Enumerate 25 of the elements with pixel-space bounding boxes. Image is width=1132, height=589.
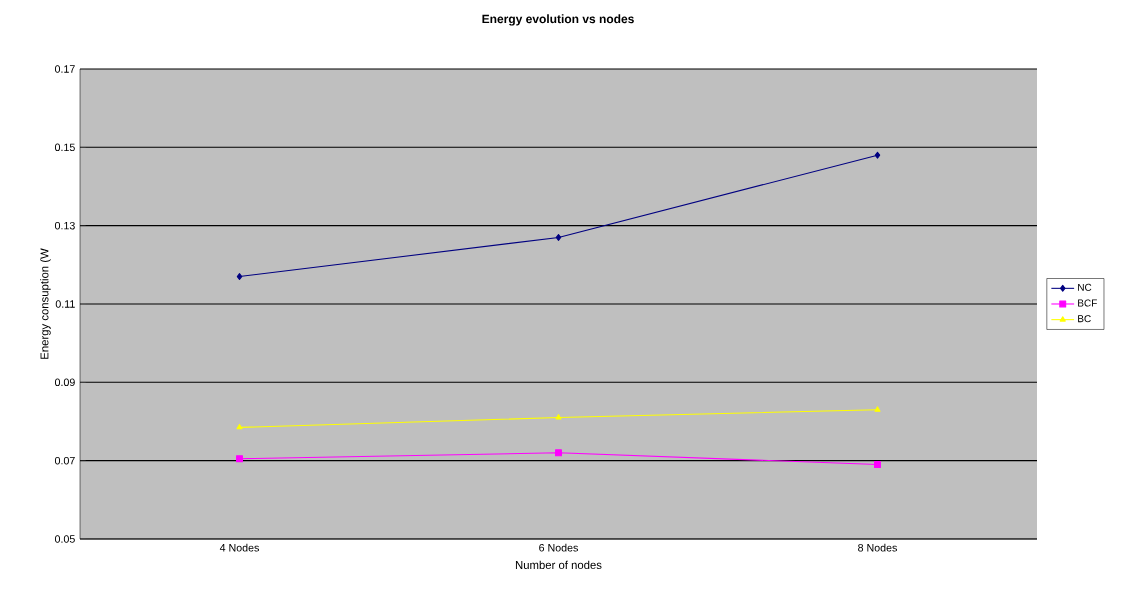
- point: [874, 461, 881, 469]
- y-tick-label: 0.05: [54, 535, 75, 543]
- chart-title: Energy evolution vs nodes: [482, 14, 634, 26]
- x-tick-label: 8 Nodes: [858, 543, 897, 552]
- point: [874, 406, 881, 412]
- legend-label: NC: [1078, 283, 1092, 291]
- legend-label: BCF: [1078, 299, 1097, 307]
- point: [555, 414, 562, 420]
- y-tick-label: 0.09: [54, 378, 75, 387]
- point: [874, 151, 881, 159]
- y-tick-label: 0.15: [54, 143, 75, 152]
- y-tick-label: 0.11: [55, 300, 75, 308]
- point: [236, 423, 243, 430]
- y-tick-label: 0.07: [54, 456, 75, 465]
- y-tick-label: 0.13: [54, 221, 75, 230]
- y-tick-label: 0.17: [54, 65, 75, 73]
- x-tick-label: 6 Nodes: [539, 543, 578, 552]
- legend-label: BC: [1078, 315, 1091, 323]
- point: [555, 449, 562, 457]
- y-axis-title: Energy consuption (W: [40, 248, 51, 359]
- x-axis-title: Number of nodes: [515, 560, 602, 569]
- point: [236, 455, 243, 463]
- point: [555, 233, 562, 241]
- x-tick-label: 4 Nodes: [219, 543, 259, 552]
- point: [236, 273, 243, 281]
